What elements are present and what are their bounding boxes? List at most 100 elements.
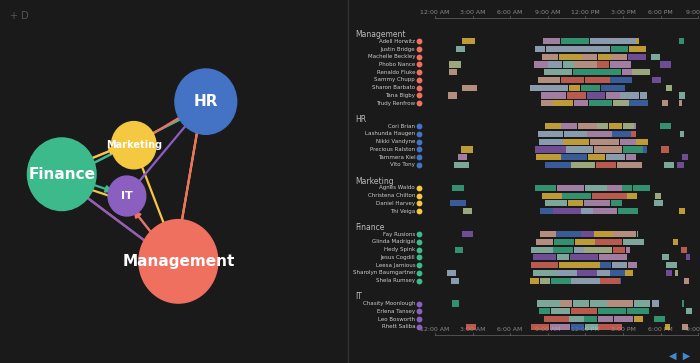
Text: 3:00 PM: 3:00 PM [610, 327, 636, 332]
Bar [587, 92, 606, 99]
Text: Glinda Madrigal: Glinda Madrigal [372, 239, 415, 244]
Bar [584, 246, 612, 253]
Bar [682, 154, 687, 160]
Bar [636, 231, 638, 237]
Bar [629, 100, 648, 106]
Bar [610, 77, 631, 83]
Bar [463, 38, 475, 44]
Bar [573, 301, 589, 307]
Text: Christena Chilton: Christena Chilton [368, 193, 415, 198]
Bar [561, 38, 589, 44]
Bar [597, 61, 609, 68]
Text: Agnes Waldo: Agnes Waldo [379, 185, 415, 191]
Bar [666, 262, 676, 268]
Bar [610, 61, 631, 68]
Bar [626, 154, 636, 160]
Bar [665, 324, 670, 330]
Bar [567, 92, 587, 99]
Bar [569, 316, 584, 322]
Text: Precious Ralston: Precious Ralston [370, 147, 415, 152]
Bar [556, 231, 580, 237]
Bar [598, 54, 611, 60]
Bar [451, 200, 466, 207]
Bar [531, 85, 554, 91]
Bar [660, 61, 671, 68]
Bar [643, 146, 648, 152]
Bar [582, 54, 597, 60]
Bar [581, 85, 601, 91]
Text: Leo Bosworth: Leo Bosworth [378, 317, 415, 322]
Bar [679, 92, 685, 99]
Text: IT: IT [121, 191, 133, 201]
Bar [614, 316, 634, 322]
Bar [557, 270, 577, 276]
Bar [533, 254, 556, 261]
Bar [561, 154, 587, 160]
Text: 12:00 AM: 12:00 AM [420, 10, 449, 15]
Bar [596, 239, 622, 245]
Bar [571, 162, 595, 168]
Text: Finance: Finance [28, 167, 95, 182]
Text: Finance: Finance [355, 223, 384, 232]
Bar [587, 131, 612, 137]
Bar [598, 308, 626, 314]
Bar [610, 38, 636, 44]
Bar [612, 131, 631, 137]
Circle shape [139, 220, 218, 303]
Text: Renaldo Fluke: Renaldo Fluke [377, 70, 415, 75]
Bar [578, 123, 596, 129]
Bar [622, 69, 632, 76]
Bar [594, 208, 617, 214]
Text: Fay Rusions: Fay Rusions [383, 232, 415, 237]
Bar [622, 185, 632, 191]
Bar [590, 139, 619, 145]
Text: Rhett Saliba: Rhett Saliba [382, 324, 415, 329]
Text: 6:00 AM: 6:00 AM [498, 10, 523, 15]
Bar [542, 246, 553, 253]
Bar [662, 100, 668, 106]
Text: Lashunda Haugen: Lashunda Haugen [365, 131, 415, 136]
Bar [546, 46, 561, 52]
Text: 9:00 PM: 9:00 PM [686, 327, 700, 332]
Circle shape [108, 176, 146, 216]
Bar [662, 254, 669, 261]
Text: Marketing: Marketing [355, 177, 394, 186]
Bar [607, 192, 627, 199]
Bar [571, 308, 597, 314]
Bar [536, 185, 556, 191]
Text: Sharon Barbato: Sharon Barbato [372, 85, 415, 90]
Text: 3:00 AM: 3:00 AM [460, 10, 485, 15]
Bar [462, 231, 473, 237]
Bar [458, 154, 467, 160]
Bar [661, 146, 668, 152]
Bar [452, 301, 459, 307]
Bar [551, 277, 571, 284]
Bar [589, 100, 612, 106]
Bar [568, 200, 583, 207]
Text: Sammy Chupp: Sammy Chupp [374, 77, 415, 82]
Bar [531, 246, 542, 253]
Bar [592, 192, 607, 199]
Bar [553, 100, 573, 106]
Bar [600, 277, 620, 284]
Text: 9:00 AM: 9:00 AM [535, 10, 561, 15]
Text: Adell Horwitz: Adell Horwitz [379, 39, 415, 44]
Bar [456, 46, 465, 52]
Bar [611, 46, 629, 52]
Bar [581, 262, 600, 268]
Text: Marketing: Marketing [106, 140, 162, 150]
Bar [566, 146, 593, 152]
Bar [550, 324, 570, 330]
Bar [598, 324, 622, 330]
Bar [581, 208, 593, 214]
Bar [562, 192, 591, 199]
Bar [561, 46, 582, 52]
Bar [569, 85, 580, 91]
Bar [640, 92, 647, 99]
Bar [601, 69, 622, 76]
Bar [584, 324, 598, 330]
Bar [556, 146, 566, 152]
Bar [629, 46, 646, 52]
Bar [597, 270, 610, 276]
Bar [618, 208, 638, 214]
